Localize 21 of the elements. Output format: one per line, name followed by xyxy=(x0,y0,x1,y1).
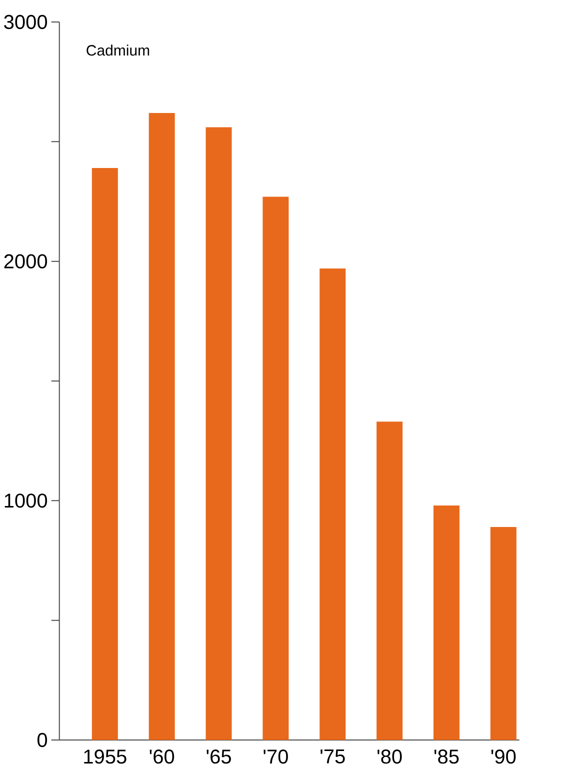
x-tick-label: '75 xyxy=(320,750,345,764)
bar xyxy=(434,505,460,740)
bar xyxy=(490,526,516,740)
y-tick-label: 3000 xyxy=(4,14,48,30)
y-tick-label: 2000 xyxy=(4,254,48,268)
bar xyxy=(320,268,346,740)
x-tick-label: '90 xyxy=(491,750,516,764)
bar xyxy=(206,127,232,740)
y-tick-label: 1000 xyxy=(4,494,48,508)
x-tick-label: '65 xyxy=(206,750,232,764)
x-tick-label: '80 xyxy=(378,750,402,764)
bar xyxy=(92,168,118,740)
x-tick-label: 1955 xyxy=(84,750,126,764)
x-tick-label: '85 xyxy=(434,750,459,764)
text: Cadmium xyxy=(86,44,150,56)
x-tick-label: '60 xyxy=(150,750,174,764)
bar xyxy=(262,196,289,740)
x-tick-label: '70 xyxy=(264,750,288,764)
y-tick-label: 0 xyxy=(38,732,48,748)
bar xyxy=(148,112,175,740)
bar xyxy=(376,422,403,740)
